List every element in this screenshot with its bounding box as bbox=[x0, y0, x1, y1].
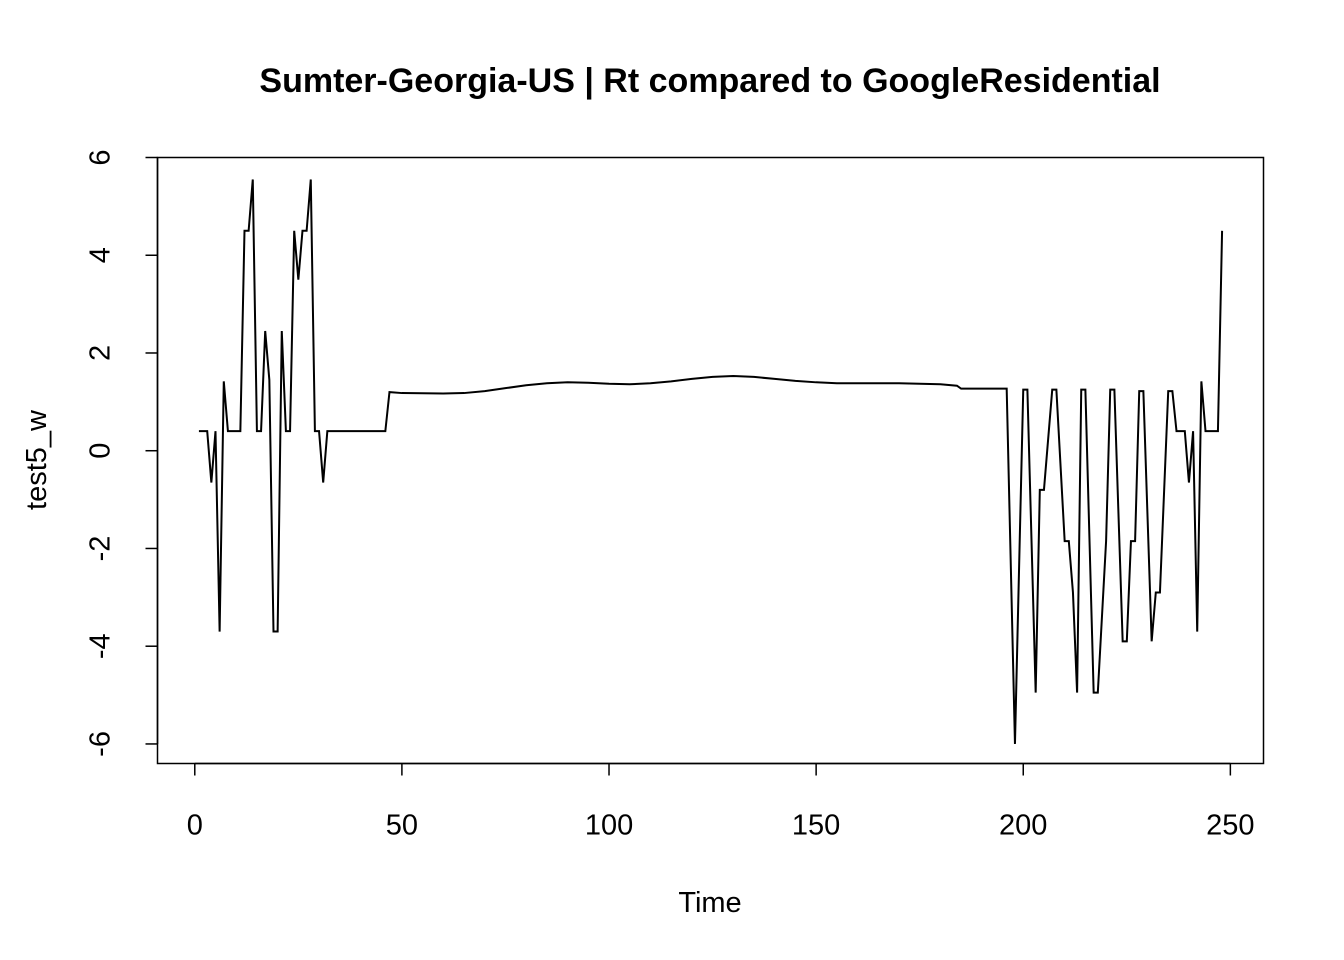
x-axis-label: Time bbox=[678, 887, 741, 919]
y-tick-label: 6 bbox=[85, 149, 117, 165]
y-tick-label: -4 bbox=[85, 633, 117, 659]
x-axis: 0 50 100 150 200 250 bbox=[187, 762, 1255, 842]
x-tick-label: 0 bbox=[187, 810, 203, 842]
y-axis-label: test5_w bbox=[21, 409, 53, 510]
x-tick-label: 50 bbox=[386, 810, 418, 842]
chart-title: Sumter-Georgia-US | Rt compared to Googl… bbox=[259, 62, 1160, 100]
x-tick-label: 200 bbox=[999, 810, 1047, 842]
x-tick-label: 100 bbox=[585, 810, 633, 842]
x-tick-label: 250 bbox=[1206, 810, 1254, 842]
y-tick-label: -2 bbox=[85, 536, 117, 562]
y-axis: -6 -4 -2 0 2 4 6 bbox=[85, 149, 159, 757]
y-tick-label: 0 bbox=[85, 443, 117, 459]
plot-frame bbox=[156, 156, 1265, 765]
x-tick-label: 150 bbox=[792, 810, 840, 842]
y-tick-label: 2 bbox=[85, 345, 117, 361]
y-tick-label: 4 bbox=[85, 247, 117, 263]
series-line bbox=[198, 179, 1224, 744]
y-tick-label: -6 bbox=[85, 731, 117, 757]
